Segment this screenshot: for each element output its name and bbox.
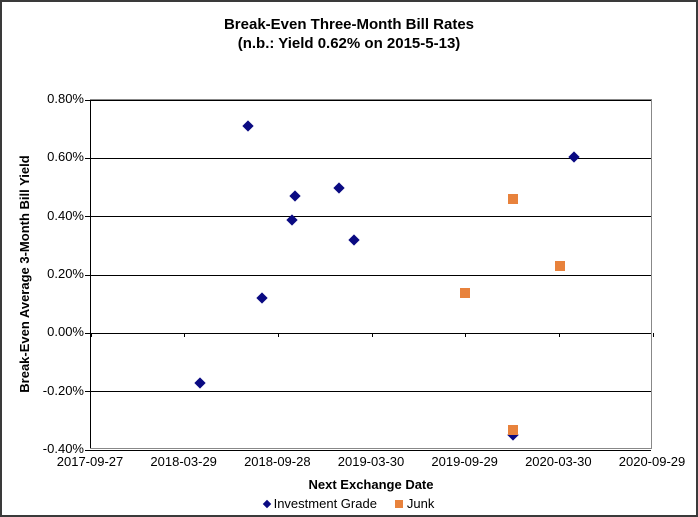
chart-title-line2: (n.b.: Yield 0.62% on 2015-5-13) <box>237 35 461 52</box>
data-point-investment-grade <box>256 292 268 304</box>
data-point-junk <box>507 424 518 435</box>
legend: Investment Grade Junk <box>2 496 696 511</box>
data-point-junk <box>507 194 518 205</box>
x-tick-label: 2019-09-29 <box>431 454 498 469</box>
x-axis-tick <box>652 333 654 338</box>
x-axis-title: Next Exchange Date <box>308 477 434 492</box>
x-tick-label: 2017-09-27 <box>56 454 124 469</box>
data-point-junk <box>460 287 471 298</box>
y-axis-tick <box>85 274 91 276</box>
x-tick-label: 2020-03-30 <box>525 454 592 469</box>
y-tick-label: 0.40% <box>47 207 84 223</box>
x-axis-tick <box>465 333 467 338</box>
gridline <box>91 274 651 276</box>
legend-label-investment-grade: Investment Grade <box>273 496 377 511</box>
x-axis-tick <box>277 333 279 338</box>
gridline <box>91 216 651 218</box>
x-axis-tick <box>184 333 186 338</box>
y-tick-label: 0.60% <box>47 149 84 165</box>
legend-square-icon <box>394 499 403 508</box>
y-axis-line <box>90 100 91 448</box>
x-axis-tick <box>558 333 560 338</box>
legend-item-junk: Junk <box>394 496 435 511</box>
gridline <box>91 99 651 101</box>
legend-diamond-icon <box>262 499 271 508</box>
legend-label-junk: Junk <box>406 496 435 511</box>
x-tick-label: 2020-09-29 <box>618 454 686 469</box>
data-point-investment-grade <box>242 120 254 132</box>
y-tick-label: -0.40% <box>42 441 84 456</box>
data-point-investment-grade <box>194 377 206 389</box>
y-tick-label: 0.20% <box>47 266 84 281</box>
y-axis-tick <box>85 99 91 101</box>
legend-item-investment-grade: Investment Grade <box>262 496 377 511</box>
chart-title: Break-Even Three-Month Bill Rates (n.b.:… <box>2 15 696 53</box>
y-axis-tick <box>85 157 91 159</box>
gridline <box>91 449 651 451</box>
y-tick-label: 0.00% <box>47 324 84 340</box>
y-tick-label: 0.80% <box>47 91 84 106</box>
x-axis-tick <box>90 333 92 338</box>
chart-title-line1: Break-Even Three-Month Bill Rates <box>223 16 475 33</box>
y-tick-label: -0.20% <box>42 382 84 398</box>
y-axis-tick <box>85 391 91 393</box>
gridline <box>91 391 651 393</box>
data-point-investment-grade <box>333 181 345 194</box>
y-axis-tick <box>85 332 91 334</box>
gridline <box>91 332 651 334</box>
x-tick-label: 2018-03-29 <box>150 454 217 469</box>
y-axis-title: Break-Even Average 3-Month Bill Yield <box>17 155 32 393</box>
plot-area <box>85 99 654 451</box>
x-tick-label: 2019-03-30 <box>337 454 405 469</box>
data-point-investment-grade <box>289 190 301 202</box>
data-point-investment-grade <box>348 234 360 246</box>
x-tick-label: 2018-09-28 <box>244 454 311 469</box>
x-axis-tick <box>371 333 373 338</box>
gridline <box>91 157 651 159</box>
y-axis-tick <box>85 449 91 451</box>
data-point-investment-grade <box>568 151 580 163</box>
data-point-junk <box>554 261 565 272</box>
y-axis-tick <box>85 216 91 218</box>
